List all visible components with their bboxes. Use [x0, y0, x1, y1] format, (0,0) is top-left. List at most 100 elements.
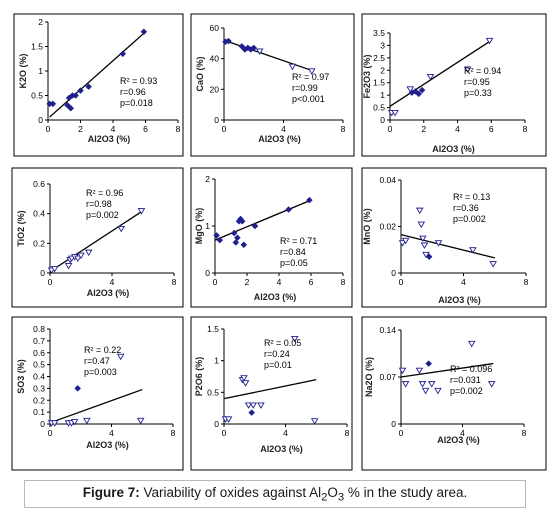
x-tick-label: 0 — [399, 277, 404, 287]
x-tick-label: 0 — [222, 124, 227, 134]
caption-o: O — [327, 485, 338, 500]
x-tick-label: 2 — [421, 124, 426, 134]
x-tick-label: 8 — [172, 277, 177, 287]
y-tick-label: 1.5 — [207, 324, 219, 334]
panel-5: 0 1 2 0 2 4 6 8 Al2O3 (%) MgO (%) R² = 0.71r=0.84p… — [190, 167, 353, 308]
stats-label: p=0.018 — [120, 98, 153, 108]
data-point-filled — [119, 50, 127, 58]
y-tick-label: 0 — [380, 115, 385, 125]
y-tick-label: 0.7 — [33, 336, 45, 346]
panel-2: 0 20 40 60 0 4 8 Al2O3 (%) CaO (%) R² = 0.97r=0.9… — [190, 13, 355, 157]
data-point-hollow — [398, 240, 407, 247]
y-tick-label: 1 — [205, 221, 210, 231]
y-tick-label: 0.02 — [379, 222, 396, 232]
y-tick-label: 0.5 — [373, 103, 385, 113]
x-tick-label: 0 — [388, 124, 393, 134]
data-point-hollow — [136, 417, 145, 425]
data-point-hollow — [307, 68, 316, 75]
y-tick-label: 2 — [380, 65, 385, 75]
y-tick-label: 0 — [40, 268, 45, 278]
data-point-hollow — [64, 263, 73, 270]
panel-frame — [190, 13, 355, 157]
data-point-hollow — [77, 252, 85, 260]
stats-label: p=0.33 — [464, 88, 492, 98]
data-point-filled — [72, 92, 79, 99]
x-tick-label: 8 — [341, 277, 346, 287]
stats-label: R² = 0.94 — [464, 66, 501, 76]
y-tick-label: 3.5 — [373, 28, 385, 38]
data-point-hollow — [84, 249, 93, 257]
y-tick-label: 2.5 — [373, 53, 385, 63]
y-tick-label: 0 — [214, 115, 219, 125]
stats-label: R² = 0.93 — [120, 76, 157, 86]
data-point-hollow — [116, 353, 125, 361]
x-axis-label: Al2O3 (%) — [86, 440, 129, 450]
y-axis-label: CaO (%) — [195, 56, 205, 91]
x-tick-label: 2 — [245, 277, 250, 287]
stats-label: r=0.84 — [280, 247, 306, 257]
caption-text: Variability of oxides against Al — [143, 485, 322, 500]
data-point-hollow — [70, 419, 79, 426]
data-point-filled — [216, 236, 224, 244]
data-point-filled — [425, 360, 433, 367]
x-tick-label: 4 — [281, 124, 286, 134]
figure-caption: Figure 7: Variability of oxides against … — [25, 485, 525, 504]
stats-label: r=0.031 — [450, 375, 481, 385]
data-point-hollow — [487, 381, 496, 388]
y-tick-label: 3 — [380, 40, 385, 50]
y-tick-label: 0.14 — [379, 325, 396, 335]
data-point-filled — [418, 86, 426, 94]
stats-label: p=0.003 — [84, 367, 117, 377]
panel-frame — [190, 316, 353, 471]
panel-frame — [361, 13, 547, 157]
caption-box: Figure 7: Variability of oxides against … — [24, 480, 526, 508]
x-tick-label: 0 — [399, 428, 404, 438]
y-axis-label: Na2O (%) — [364, 357, 374, 397]
y-tick-label: 0.4 — [33, 209, 45, 219]
caption-sub-3: 3 — [337, 491, 345, 504]
y-tick-label: 0.07 — [379, 372, 396, 382]
stats-label: R² = 0.05 — [264, 338, 301, 348]
stats-label: p<0.001 — [292, 94, 325, 104]
caption-label: Figure 7: — [82, 485, 140, 500]
trend-line — [400, 234, 495, 259]
y-tick-label: 0.1 — [33, 407, 45, 417]
stats-label: R² = 0.97 — [292, 72, 329, 82]
data-point-hollow — [417, 221, 426, 229]
data-point-hollow — [422, 251, 430, 259]
x-tick-label: 0 — [222, 428, 227, 438]
y-tick-label: 0.5 — [33, 360, 45, 370]
x-axis-label: Al2O3 (%) — [254, 292, 297, 302]
y-tick-label: 40 — [210, 54, 220, 64]
panel-frame — [13, 13, 184, 157]
panel-9: 0 0.07 0.14 0 4 8 Al2O3 (%) Na2O (%) R² = 0.096r… — [361, 316, 547, 471]
data-point-hollow — [249, 402, 257, 409]
y-tick-label: 2 — [38, 17, 43, 27]
data-point-hollow — [224, 416, 233, 423]
panel-8: 0 0.5 1 1.5 0 4 8 Al2O3 (%) P2O6 (%) R² = 0.05r=0… — [190, 316, 353, 471]
panel-4: 0 0.2 0.4 0.6 0 4 8 Al2O3 (%) TiO2 (%) R² = 0.96r… — [11, 167, 184, 308]
data-point-hollow — [391, 109, 399, 117]
x-tick-label: 6 — [489, 124, 494, 134]
y-tick-label: 1 — [214, 356, 219, 366]
x-tick-label: 6 — [143, 124, 148, 134]
data-point-hollow — [74, 255, 82, 263]
panel-1: 0 0.5 1 1.5 2 0 2 4 6 8 Al2O3 (%) K2O (%) R² = 0.93r… — [13, 13, 184, 157]
data-point-hollow — [50, 266, 59, 273]
panel-3: 0 0.5 1 1.5 2 2.5 3 3.5 0 2 4 6 8 Al2O3 (%) Fe2O3 (%) R… — [361, 13, 547, 157]
data-point-hollow — [469, 247, 477, 254]
data-point-hollow — [418, 381, 427, 388]
y-axis-label: K2O (%) — [18, 53, 28, 88]
stats-label: R² = 0.13 — [453, 192, 490, 202]
y-tick-label: 0.04 — [379, 175, 396, 185]
data-point-filled — [49, 100, 57, 108]
data-point-filled — [74, 385, 82, 392]
x-tick-label: 2 — [78, 124, 83, 134]
data-point-hollow — [257, 402, 265, 409]
data-point-hollow — [463, 66, 472, 73]
y-tick-label: 0 — [40, 419, 45, 429]
data-point-hollow — [117, 225, 126, 233]
stats-label: R² = 0.96 — [86, 188, 123, 198]
x-tick-label: 4 — [461, 277, 466, 287]
x-tick-label: 0 — [46, 124, 51, 134]
